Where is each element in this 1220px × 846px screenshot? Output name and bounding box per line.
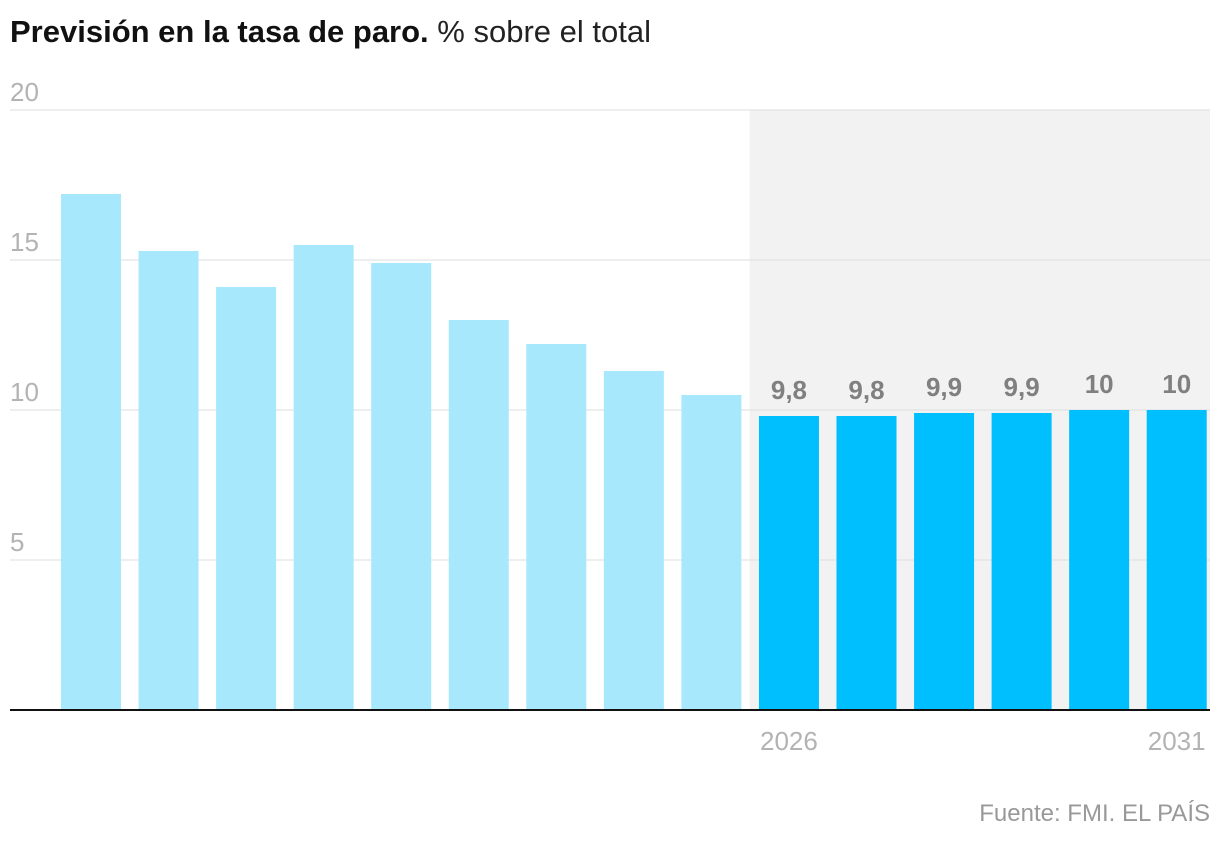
data-label: 10: [1162, 369, 1191, 399]
bar: [293, 245, 354, 710]
x-tick-label: 2031: [1148, 726, 1206, 756]
bar: [138, 251, 199, 710]
source-note: Fuente: FMI. EL PAÍS: [979, 800, 1210, 827]
data-label: 10: [1085, 369, 1114, 399]
chart-title-row: Previsión en la tasa de paro. % sobre el…: [10, 14, 651, 50]
y-tick-label: 5: [10, 527, 24, 557]
bar: [1146, 410, 1207, 710]
bar: [216, 287, 277, 710]
chart-subtitle: % sobre el total: [437, 14, 651, 49]
y-tick-label: 20: [10, 77, 39, 107]
bar: [61, 194, 121, 710]
bar: [371, 263, 432, 710]
data-label: 9,9: [926, 372, 962, 402]
bar: [603, 371, 664, 710]
data-label: 9,8: [848, 375, 884, 405]
bar: [681, 395, 742, 710]
bar: [526, 344, 587, 710]
data-label: 9,9: [1004, 372, 1040, 402]
data-label: 9,8: [771, 375, 807, 405]
bar: [1069, 410, 1130, 710]
bar: [758, 416, 819, 710]
bar: [448, 320, 509, 710]
chart-title: Previsión en la tasa de paro.: [10, 14, 429, 49]
bar: [991, 413, 1052, 710]
bar: [914, 413, 975, 710]
x-tick-label: 2026: [760, 726, 818, 756]
y-tick-label: 15: [10, 227, 39, 257]
bar: [836, 416, 897, 710]
y-tick-label: 10: [10, 377, 39, 407]
